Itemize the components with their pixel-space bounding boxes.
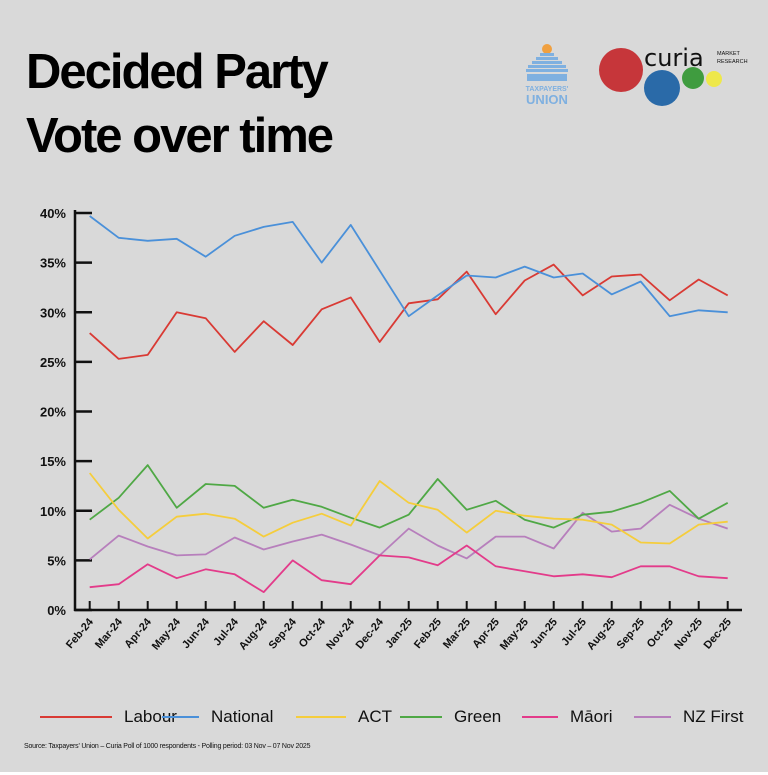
legend-swatch xyxy=(296,716,346,718)
curia-logo: curia MARKET RESEARCH xyxy=(599,44,748,106)
legend-item: Green xyxy=(400,707,501,727)
x-tick-label: Jan-25 xyxy=(383,616,415,650)
y-tick-label: 40% xyxy=(40,206,66,221)
legend-swatch xyxy=(162,716,199,718)
series-line-act xyxy=(88,472,728,545)
series-line-nz-first xyxy=(89,503,728,561)
x-tick-label: Jun-24 xyxy=(180,616,213,652)
chart-title: Decided Party Vote over time xyxy=(26,40,334,168)
y-tick-label: 25% xyxy=(40,355,66,370)
source-note: Source: Taxpayers' Union – Curia Poll of… xyxy=(24,743,311,750)
x-tick-label: Mar-25 xyxy=(441,616,473,651)
y-tick-label: 0% xyxy=(47,603,66,618)
legend-swatch xyxy=(634,716,671,718)
legend-label: National xyxy=(211,707,274,726)
x-tick-label: Mar-24 xyxy=(93,616,126,652)
series-line-m-ori xyxy=(89,544,728,593)
legend-item: National xyxy=(162,707,273,727)
taxpayers-union-logo: TAXPAYERS' UNION xyxy=(526,44,569,106)
svg-text:TAXPAYERS': TAXPAYERS' xyxy=(526,86,569,93)
x-tick-label: May-25 xyxy=(498,616,531,652)
legend-label: ACT xyxy=(358,707,392,726)
legend-label: NZ First xyxy=(683,707,744,726)
legend-item: Labour xyxy=(40,707,177,727)
legend: Labour National ACT Green Māori NZ First xyxy=(0,707,768,733)
title-line-1: Decided Party xyxy=(26,45,329,99)
title-line-2: Vote over time xyxy=(26,109,334,163)
y-tick-label: 15% xyxy=(40,454,66,469)
legend-item: ACT xyxy=(296,707,392,727)
x-tick-label: Feb-25 xyxy=(412,616,444,651)
line-chart: 0%5%10%15%20%25%30%35%40%Feb-24Mar-24Apr… xyxy=(40,206,742,653)
legend-label: Māori xyxy=(570,707,613,726)
legend-item: NZ First xyxy=(634,707,743,727)
y-tick-label: 30% xyxy=(40,305,66,320)
y-tick-label: 5% xyxy=(47,553,66,568)
legend-swatch xyxy=(400,716,442,718)
x-tick-label: May-24 xyxy=(150,616,184,653)
series-line-green xyxy=(89,464,729,529)
x-tick-label: Dec-24 xyxy=(354,616,387,652)
x-tick-label: Aug-25 xyxy=(585,616,618,652)
series-line-labour xyxy=(89,263,729,360)
x-tick-label: Nov-24 xyxy=(324,616,357,652)
x-tick-label: Sep-25 xyxy=(615,616,647,651)
x-tick-label: Jun-25 xyxy=(528,616,560,651)
x-tick-label: Feb-24 xyxy=(64,616,97,652)
x-tick-label: Aug-24 xyxy=(237,616,271,653)
x-tick-label: Dec-25 xyxy=(702,616,734,651)
x-tick-label: Jul-25 xyxy=(559,616,589,648)
legend-label: Green xyxy=(454,707,502,726)
svg-text:RESEARCH: RESEARCH xyxy=(717,59,748,65)
svg-text:UNION: UNION xyxy=(526,92,568,106)
y-tick-label: 35% xyxy=(40,256,66,271)
legend-item: Māori xyxy=(522,707,613,727)
legend-label: Labour xyxy=(124,707,177,726)
svg-text:curia: curia xyxy=(644,44,704,72)
legend-swatch xyxy=(40,716,112,718)
x-tick-label: Oct-25 xyxy=(645,616,676,650)
series-line-national xyxy=(89,215,728,318)
legend-swatch xyxy=(522,716,558,718)
x-tick-label: Nov-25 xyxy=(672,616,705,652)
svg-text:MARKET: MARKET xyxy=(717,51,741,57)
x-tick-label: Sep-24 xyxy=(267,616,300,652)
y-tick-label: 20% xyxy=(40,405,66,420)
y-tick-label: 10% xyxy=(40,504,66,519)
